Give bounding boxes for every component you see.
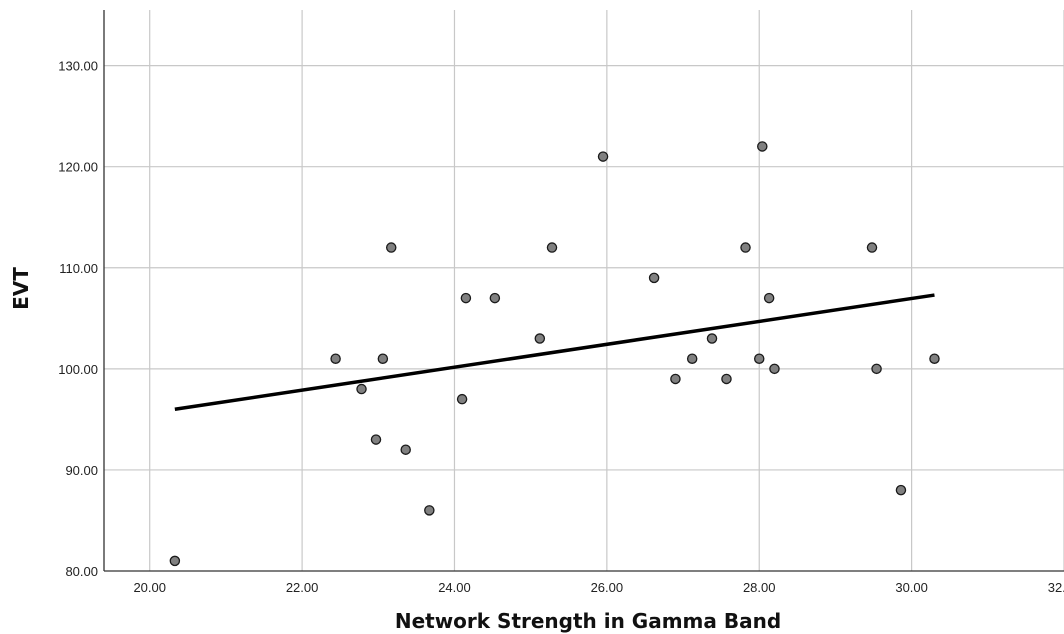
data-point <box>871 363 882 375</box>
y-tick-label: 130.00 <box>58 59 98 74</box>
fit-line-group <box>174 293 935 412</box>
data-point <box>670 373 681 385</box>
data-point <box>866 242 878 253</box>
x-tick-label: 32.00 <box>1048 580 1064 595</box>
data-point <box>460 292 472 304</box>
data-point <box>740 242 751 253</box>
y-tick-label: 80.00 <box>65 564 98 579</box>
y-tick-labels: 80.00 90.00 100.00 110.00 120.00 130.00 <box>58 59 98 579</box>
data-point <box>385 242 397 253</box>
y-axis-title: EVT <box>9 267 33 310</box>
data-point <box>169 555 181 567</box>
x-tick-label: 24.00 <box>438 580 471 595</box>
data-point <box>370 434 382 445</box>
data-point <box>895 484 907 496</box>
data-point <box>686 353 698 364</box>
data-point <box>763 292 775 304</box>
data-point <box>648 272 660 284</box>
data-point <box>356 383 367 395</box>
data-point <box>489 292 501 304</box>
data-point <box>929 353 940 364</box>
axes <box>103 10 1064 572</box>
grid-lines <box>104 10 1064 571</box>
x-axis-title: Network Strength in Gamma Band <box>395 609 781 633</box>
data-point <box>546 242 558 253</box>
x-tick-label: 26.00 <box>591 580 624 595</box>
data-point <box>377 353 389 364</box>
y-tick-label: 120.00 <box>58 160 98 175</box>
data-point <box>456 393 468 405</box>
x-tick-label: 20.00 <box>133 580 166 595</box>
data-point <box>721 373 732 385</box>
data-point <box>753 353 765 364</box>
data-point <box>330 353 341 364</box>
data-point <box>769 363 780 375</box>
data-points <box>169 141 940 567</box>
regression-line <box>174 293 935 412</box>
data-point <box>597 151 609 162</box>
x-tick-label: 28.00 <box>743 580 776 595</box>
data-point <box>424 505 435 516</box>
y-tick-label: 110.00 <box>59 261 98 276</box>
data-point <box>757 141 768 152</box>
data-point <box>400 444 411 455</box>
y-tick-label: 100.00 <box>58 362 98 377</box>
x-tick-label: 30.00 <box>895 580 928 595</box>
data-point <box>706 333 718 344</box>
y-tick-label: 90.00 <box>65 463 98 478</box>
x-tick-labels: 20.00 22.00 24.00 26.00 28.00 30.00 32.00 <box>133 580 1064 595</box>
x-tick-label: 22.00 <box>286 580 319 595</box>
data-point <box>534 333 546 344</box>
